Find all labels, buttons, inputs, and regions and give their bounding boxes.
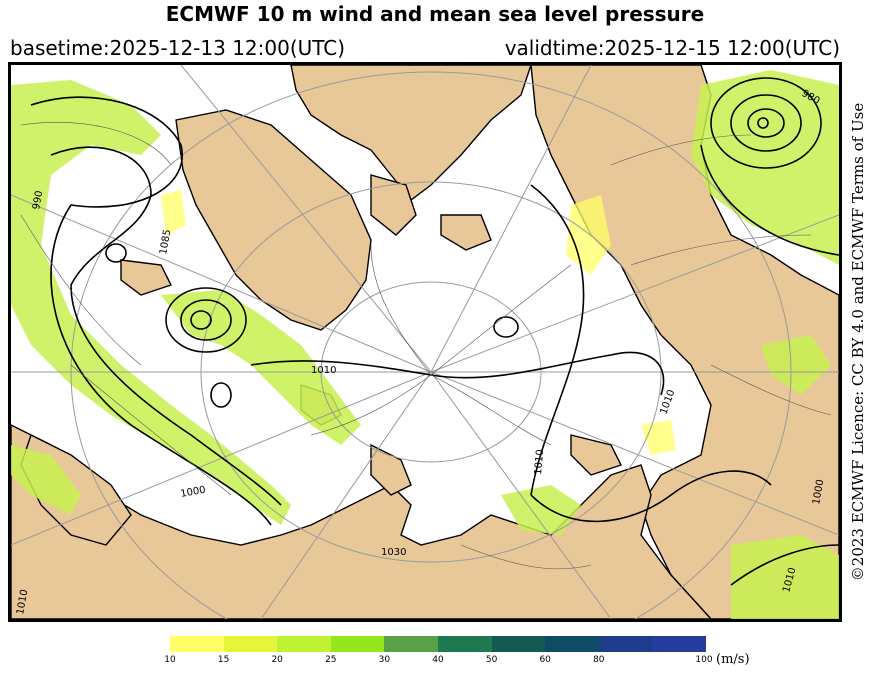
colorbar-segment xyxy=(545,636,599,652)
colorbar-segment xyxy=(652,636,706,652)
land-island-2 xyxy=(440,214,492,251)
land-siberian-islands xyxy=(570,434,622,476)
colorbar-segment xyxy=(384,636,438,652)
wind-shade-light-2 xyxy=(161,190,186,235)
isobar-low-iceland-3 xyxy=(190,310,212,330)
isobar-label-1085: 1085 xyxy=(158,229,173,256)
colorbar-segment xyxy=(598,636,653,652)
map-panel[interactable]: 990 1085 1010 1000 1010 1030 1010 980 10… xyxy=(8,62,842,622)
isobar-small-low xyxy=(210,382,232,408)
wind-speed-colorbar xyxy=(170,636,706,652)
isobar-atlantic-mid xyxy=(50,146,282,506)
colorbar-segment xyxy=(223,636,278,652)
colorbar-tick-label: 60 xyxy=(539,655,551,665)
isobar-arctic-2 xyxy=(530,184,585,496)
isobar-siberia xyxy=(530,470,772,523)
land-eurasia xyxy=(11,424,712,619)
isobars xyxy=(30,77,839,586)
land-greenland xyxy=(175,109,372,331)
land-novaya-zemlya xyxy=(370,443,412,496)
isobar-atlantic-outer xyxy=(30,96,272,526)
colorbar-labels: 10 15 20 25 30 40 50 60 80 100 xyxy=(164,655,712,669)
wind-shade-kara xyxy=(501,485,581,535)
isobar-low-alaska-2 xyxy=(730,94,802,152)
map-canvas: 990 1085 1010 1000 1010 1030 1010 980 10… xyxy=(11,65,839,619)
isobar-alaska-outer xyxy=(700,144,839,256)
basetime-label: basetime:2025-12-13 12:00(UTC) xyxy=(10,36,346,60)
colorbar-segment xyxy=(277,636,331,652)
wind-shade-bering xyxy=(761,335,831,395)
isobar-low-iceland-1 xyxy=(165,287,247,353)
map-title: ECMWF 10 m wind and mean sea level press… xyxy=(165,2,705,26)
colorbar-tick-label: 20 xyxy=(271,655,283,665)
isobar-label-1000: 1000 xyxy=(180,485,207,500)
isobar-low-alaska-3 xyxy=(747,108,785,138)
isobar-label-1000-b: 1000 xyxy=(811,479,826,506)
colorbar-unit: (m/s) xyxy=(716,652,750,667)
colorbar-segment xyxy=(330,636,385,652)
colorbar-tick-label: 80 xyxy=(593,655,605,665)
wind-shade-norway xyxy=(11,445,81,515)
wind-shade-light-1 xyxy=(566,195,611,275)
validtime-label: validtime:2025-12-15 12:00(UTC) xyxy=(504,36,840,60)
colorbar-tick-label: 100 xyxy=(695,655,713,665)
colorbar-segment xyxy=(170,636,224,652)
licence-label: ©2023 ECMWF Licence: CC BY 4.0 and ECMWF… xyxy=(849,102,867,582)
isobar-low-iceland-2 xyxy=(180,299,232,341)
colorbar-segment xyxy=(491,636,546,652)
graticule xyxy=(11,65,839,619)
land-iceland xyxy=(120,259,172,296)
isobar-low-denmark-strait xyxy=(105,243,127,263)
isobar-label-1010-b: 1010 xyxy=(15,589,30,616)
colorbar-tick-label: 50 xyxy=(485,655,498,665)
isobar-label-990: 990 xyxy=(31,190,45,211)
colorbar-tick-label: 25 xyxy=(325,655,337,665)
isobar-label-1030: 1030 xyxy=(381,547,406,558)
colorbar-tick-label: 30 xyxy=(378,655,391,665)
colorbar-tick-label: 15 xyxy=(217,655,230,665)
wind-speed-shading-light xyxy=(161,190,676,455)
isobar-label-1010-a: 1010 xyxy=(311,365,336,376)
wind-shade-light-3 xyxy=(641,420,676,455)
isobar-arctic-1 xyxy=(250,351,665,396)
isobar-low-alaska-1 xyxy=(710,77,822,169)
wind-shade-pacific xyxy=(731,535,839,619)
isobar-high-arctic xyxy=(493,316,519,338)
wind-shade-greenland-sea xyxy=(161,290,361,445)
isobar-pacific xyxy=(730,544,839,586)
colorbar-segment xyxy=(437,636,492,652)
isobar-label-1010-c: 1010 xyxy=(533,449,546,475)
colorbar-tick-label: 40 xyxy=(432,655,444,665)
colorbar-tick-label: 10 xyxy=(164,655,176,665)
wind-shade-atlantic xyxy=(11,80,291,525)
licence-text: ©2023 ECMWF Licence: CC BY 4.0 and ECMWF… xyxy=(848,62,868,622)
wind-streamlines xyxy=(20,122,832,570)
isobar-low-alaska-4 xyxy=(757,117,769,129)
